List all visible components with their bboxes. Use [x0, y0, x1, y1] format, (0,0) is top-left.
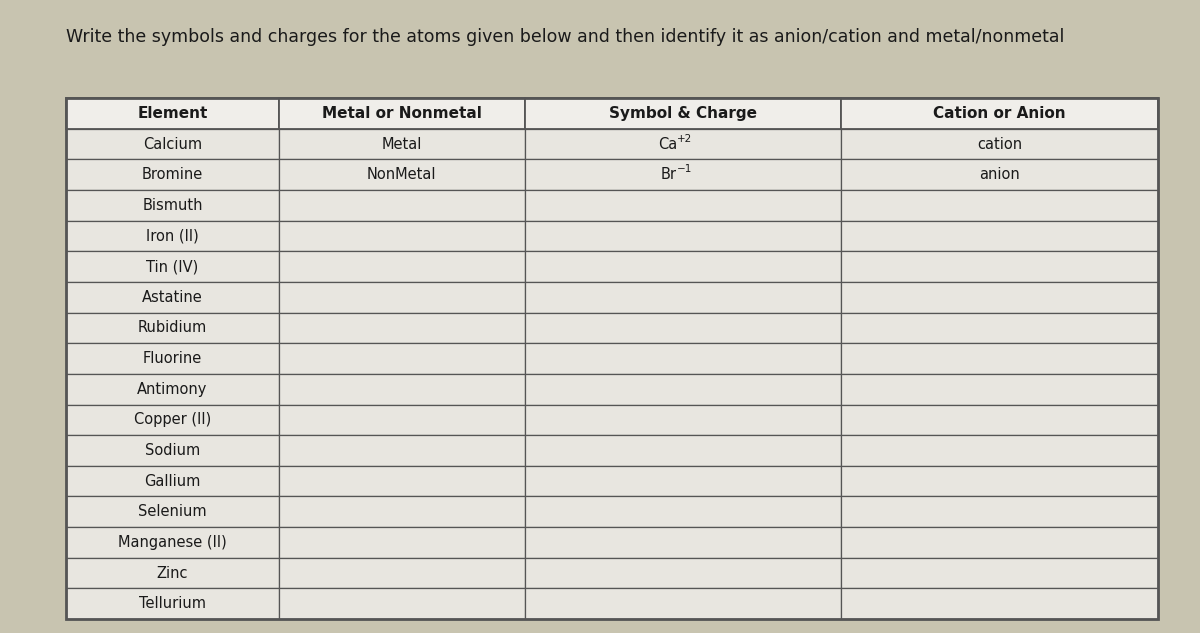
- Text: Br: Br: [661, 167, 677, 182]
- Text: Symbol & Charge: Symbol & Charge: [608, 106, 757, 121]
- Text: Bismuth: Bismuth: [143, 198, 203, 213]
- Bar: [841, 160, 1158, 190]
- Bar: [278, 190, 524, 221]
- Bar: [66, 190, 278, 221]
- Bar: [524, 128, 841, 160]
- Text: NonMetal: NonMetal: [367, 167, 437, 182]
- Bar: [278, 251, 524, 282]
- Bar: [841, 436, 1158, 466]
- Bar: [278, 343, 524, 374]
- Bar: [841, 374, 1158, 404]
- Text: Tin (IV): Tin (IV): [146, 259, 198, 274]
- Bar: [66, 527, 278, 558]
- Text: Iron (II): Iron (II): [146, 229, 199, 244]
- Text: Selenium: Selenium: [138, 505, 206, 519]
- Bar: [278, 313, 524, 343]
- Text: Tellurium: Tellurium: [139, 596, 206, 611]
- Bar: [278, 436, 524, 466]
- Text: Element: Element: [137, 106, 208, 121]
- Bar: [841, 343, 1158, 374]
- Text: Sodium: Sodium: [145, 443, 200, 458]
- Text: Copper (II): Copper (II): [134, 412, 211, 427]
- Text: Gallium: Gallium: [144, 473, 200, 489]
- Bar: [524, 404, 841, 436]
- Bar: [66, 282, 278, 313]
- Bar: [841, 313, 1158, 343]
- Bar: [524, 527, 841, 558]
- Bar: [841, 282, 1158, 313]
- Bar: [524, 589, 841, 619]
- Bar: [66, 251, 278, 282]
- Bar: [66, 98, 1158, 619]
- Text: Metal: Metal: [382, 137, 422, 151]
- Text: +2: +2: [677, 134, 692, 144]
- Bar: [66, 496, 278, 527]
- Text: Write the symbols and charges for the atoms given below and then identify it as : Write the symbols and charges for the at…: [66, 28, 1064, 46]
- Bar: [278, 221, 524, 251]
- Text: Zinc: Zinc: [157, 566, 188, 580]
- Bar: [841, 466, 1158, 496]
- Text: Rubidium: Rubidium: [138, 320, 208, 335]
- Bar: [524, 496, 841, 527]
- Bar: [524, 558, 841, 589]
- Bar: [278, 128, 524, 160]
- Bar: [66, 589, 278, 619]
- Bar: [278, 496, 524, 527]
- Bar: [524, 98, 841, 128]
- Bar: [524, 160, 841, 190]
- Bar: [66, 466, 278, 496]
- Bar: [66, 558, 278, 589]
- Bar: [841, 128, 1158, 160]
- Bar: [524, 343, 841, 374]
- Text: Bromine: Bromine: [142, 167, 203, 182]
- Bar: [66, 313, 278, 343]
- Bar: [841, 251, 1158, 282]
- Bar: [841, 589, 1158, 619]
- Bar: [66, 404, 278, 436]
- Bar: [278, 589, 524, 619]
- Bar: [278, 466, 524, 496]
- Bar: [278, 527, 524, 558]
- Bar: [841, 190, 1158, 221]
- Bar: [841, 98, 1158, 128]
- Bar: [66, 374, 278, 404]
- Text: Antimony: Antimony: [137, 382, 208, 397]
- Bar: [278, 160, 524, 190]
- Text: Fluorine: Fluorine: [143, 351, 202, 366]
- Bar: [278, 282, 524, 313]
- Text: Cation or Anion: Cation or Anion: [934, 106, 1066, 121]
- Bar: [66, 221, 278, 251]
- Bar: [524, 190, 841, 221]
- Text: Manganese (II): Manganese (II): [118, 535, 227, 550]
- Text: Ca: Ca: [658, 137, 677, 151]
- Text: −1: −1: [677, 164, 692, 174]
- Bar: [524, 282, 841, 313]
- Text: Astatine: Astatine: [142, 290, 203, 305]
- Bar: [524, 374, 841, 404]
- Bar: [278, 558, 524, 589]
- Bar: [841, 527, 1158, 558]
- Text: Calcium: Calcium: [143, 137, 202, 151]
- Bar: [524, 251, 841, 282]
- Bar: [278, 374, 524, 404]
- Bar: [66, 343, 278, 374]
- Bar: [66, 98, 278, 128]
- Bar: [278, 404, 524, 436]
- Bar: [278, 98, 524, 128]
- Bar: [841, 558, 1158, 589]
- Bar: [841, 221, 1158, 251]
- Text: Metal or Nonmetal: Metal or Nonmetal: [322, 106, 481, 121]
- Text: anion: anion: [979, 167, 1020, 182]
- Bar: [524, 436, 841, 466]
- Bar: [841, 496, 1158, 527]
- Bar: [524, 313, 841, 343]
- Bar: [524, 466, 841, 496]
- Bar: [524, 221, 841, 251]
- Bar: [841, 404, 1158, 436]
- Text: cation: cation: [977, 137, 1022, 151]
- Bar: [66, 436, 278, 466]
- Bar: [66, 160, 278, 190]
- Bar: [66, 128, 278, 160]
